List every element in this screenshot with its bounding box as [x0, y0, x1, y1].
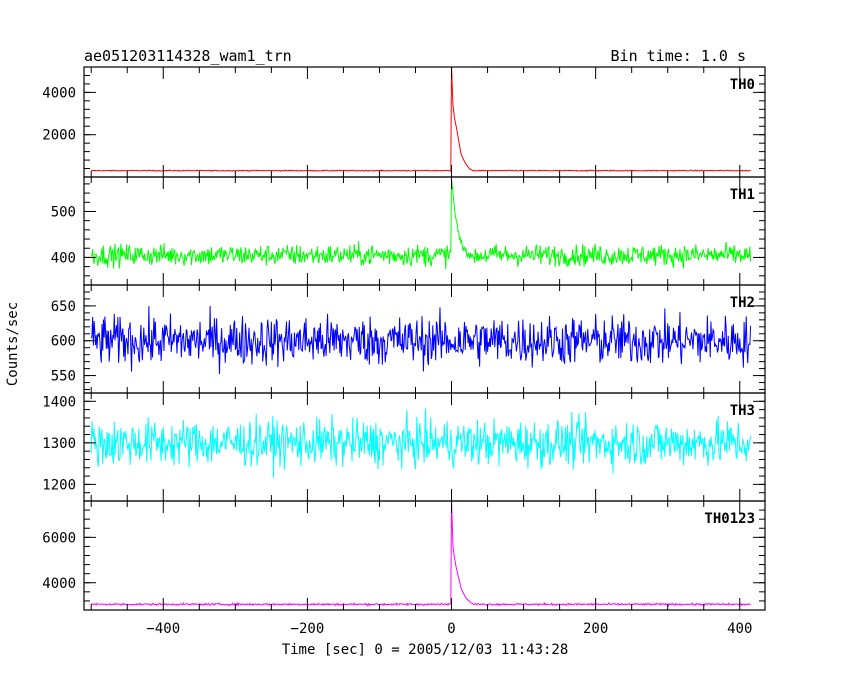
panel-label-th0123: TH0123 — [704, 511, 755, 527]
x-tick-label: 0 — [447, 621, 455, 637]
panel-frame — [83, 176, 766, 286]
bin-time-label: Bin time: 1.0 s — [611, 47, 746, 65]
panel-label-th2: TH2 — [730, 295, 755, 311]
y-tick-label: 1400 — [42, 394, 76, 410]
panel-label-th3: TH3 — [730, 403, 755, 419]
panel-frame — [83, 66, 766, 178]
y-tick-label: 500 — [51, 204, 76, 220]
x-tick-label: 200 — [583, 621, 608, 637]
series-th0123 — [90, 501, 751, 607]
y-tick-label: 4000 — [42, 576, 76, 592]
x-axis-label: Time [sec] 0 = 2005/12/03 11:43:28 — [282, 642, 569, 658]
y-tick-label: 1200 — [42, 477, 76, 493]
panel-frame — [83, 500, 766, 611]
y-axis-label: Counts/sec — [5, 302, 21, 386]
series-th1 — [90, 179, 752, 270]
y-tick-label: 4000 — [42, 85, 76, 101]
x-axis: −400 −200 0 200 400 — [146, 621, 752, 637]
panel-th1: 400 500 TH1 — [51, 176, 766, 286]
series-th3 — [90, 408, 752, 478]
panel-th0: 2000 4000 TH0 — [42, 66, 766, 178]
y-tick-label: 1300 — [42, 436, 76, 452]
panel-th3: 1200 1300 1400 TH3 — [42, 392, 766, 502]
y-tick-label: 550 — [51, 369, 76, 385]
x-tick-label: −200 — [291, 621, 325, 637]
y-tick-label: 400 — [51, 250, 76, 266]
y-tick-label: 650 — [51, 299, 76, 315]
panel-th2: 550 600 650 TH2 — [51, 284, 766, 394]
series-th2 — [90, 305, 752, 375]
panel-th0123: 4000 6000 TH0123 — [42, 500, 766, 611]
chart-title: ae051203114328_wam1_trn — [84, 47, 292, 65]
y-tick-label: 2000 — [42, 128, 76, 144]
panel-label-th1: TH1 — [730, 187, 755, 203]
series-th0 — [91, 67, 751, 173]
panel-label-th0: TH0 — [730, 77, 755, 93]
panels-group: 2000 4000 TH0 400 500 TH1 550 600 650 TH2 1200 1300… — [42, 66, 766, 611]
x-tick-label: 400 — [727, 621, 752, 637]
y-tick-label: 600 — [51, 334, 76, 350]
y-tick-label: 6000 — [42, 530, 76, 546]
x-tick-label: −400 — [146, 621, 180, 637]
